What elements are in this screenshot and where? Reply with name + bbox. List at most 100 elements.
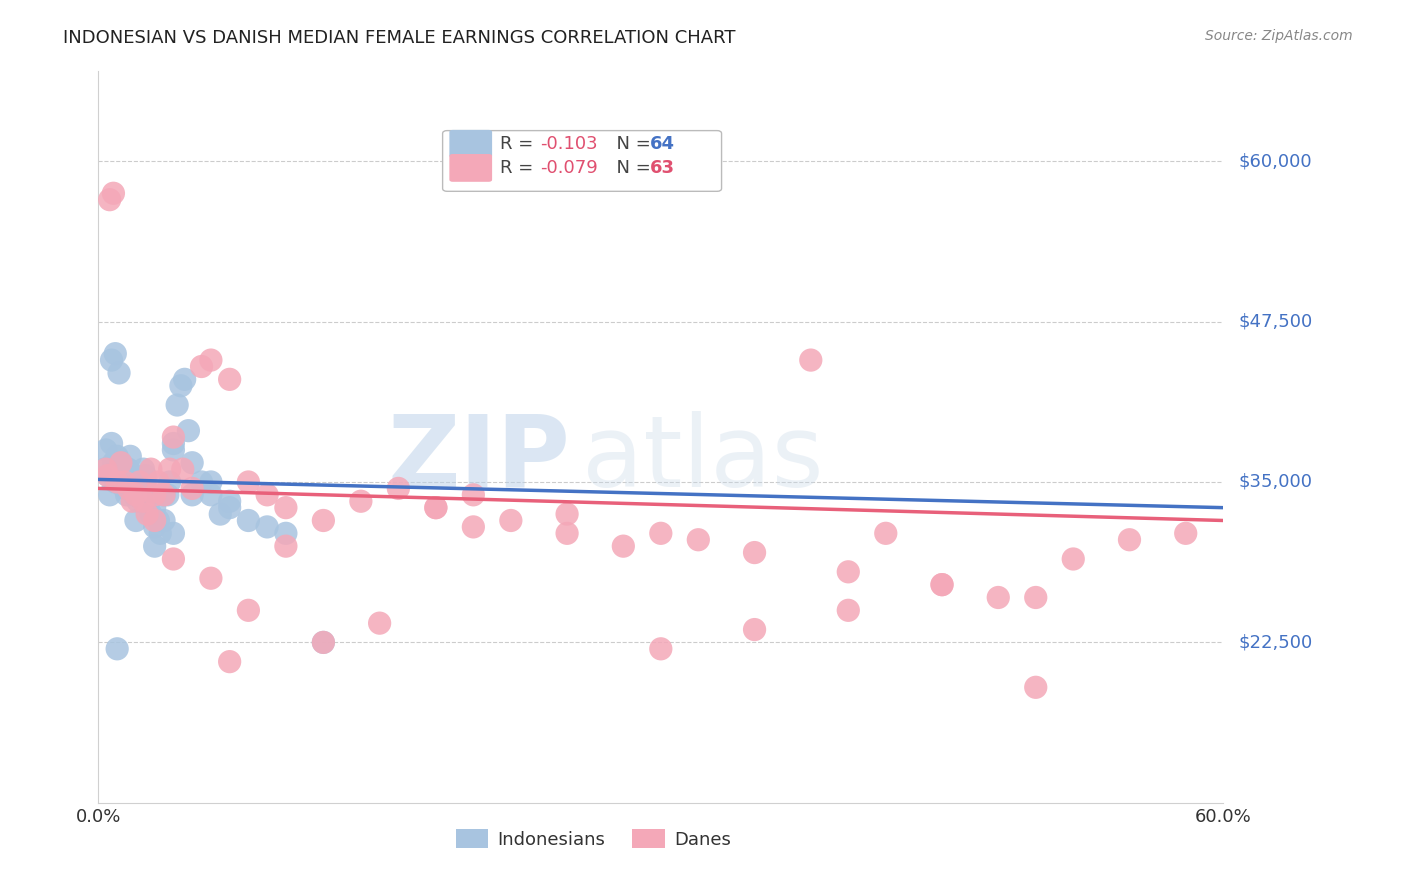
- Point: [94, 462, 117, 476]
- Point: [650, 526, 672, 541]
- Point: [200, 475, 222, 489]
- Point: [162, 442, 184, 457]
- Point: [425, 500, 447, 515]
- Point: [131, 475, 153, 489]
- Point: [108, 462, 131, 476]
- Point: [104, 475, 127, 489]
- Point: [97, 468, 120, 483]
- Point: [148, 475, 170, 489]
- Point: [121, 468, 143, 483]
- Point: [612, 539, 634, 553]
- Text: -0.103: -0.103: [540, 135, 598, 153]
- Point: [170, 378, 193, 392]
- Point: [114, 482, 136, 496]
- Point: [111, 475, 134, 489]
- Point: [555, 507, 578, 521]
- Point: [100, 353, 122, 368]
- Text: N =: N =: [605, 135, 657, 153]
- Point: [159, 475, 181, 489]
- Point: [931, 577, 953, 591]
- Text: R =: R =: [501, 135, 538, 153]
- Point: [162, 552, 184, 566]
- Point: [181, 488, 204, 502]
- Point: [387, 482, 409, 496]
- Point: [238, 603, 260, 617]
- Point: [97, 468, 120, 483]
- Point: [143, 539, 166, 553]
- Point: [350, 494, 373, 508]
- Text: $47,500: $47,500: [1239, 312, 1312, 331]
- Point: [744, 623, 766, 637]
- Point: [110, 456, 132, 470]
- Text: ZIP: ZIP: [388, 410, 571, 508]
- Point: [105, 450, 128, 464]
- Point: [132, 462, 155, 476]
- Point: [111, 475, 134, 489]
- Point: [238, 475, 260, 489]
- Point: [181, 482, 204, 496]
- FancyBboxPatch shape: [443, 130, 721, 191]
- Point: [190, 475, 212, 489]
- Point: [162, 526, 184, 541]
- Point: [218, 372, 240, 386]
- Point: [555, 526, 578, 541]
- Point: [138, 494, 160, 508]
- Point: [104, 346, 127, 360]
- Point: [166, 398, 188, 412]
- Point: [143, 514, 166, 528]
- Point: [153, 488, 176, 502]
- Point: [650, 641, 672, 656]
- Point: [100, 436, 122, 450]
- Text: R =: R =: [501, 159, 538, 177]
- Point: [105, 475, 128, 489]
- Point: [162, 430, 184, 444]
- Point: [837, 565, 859, 579]
- Point: [688, 533, 710, 547]
- Point: [256, 488, 278, 502]
- Text: $22,500: $22,500: [1239, 633, 1312, 651]
- Point: [98, 488, 121, 502]
- Point: [125, 488, 148, 502]
- Point: [136, 488, 159, 502]
- Point: [128, 488, 150, 502]
- Point: [274, 539, 297, 553]
- Point: [1118, 533, 1140, 547]
- Point: [108, 366, 131, 380]
- Point: [200, 488, 222, 502]
- Point: [173, 372, 195, 386]
- Point: [117, 462, 139, 476]
- Text: $35,000: $35,000: [1239, 473, 1312, 491]
- Legend: Indonesians, Danes: Indonesians, Danes: [449, 822, 738, 856]
- Point: [110, 456, 132, 470]
- Point: [143, 488, 166, 502]
- Point: [1062, 552, 1084, 566]
- Point: [274, 500, 297, 515]
- Point: [172, 462, 194, 476]
- Point: [256, 520, 278, 534]
- Point: [132, 494, 155, 508]
- Text: -0.079: -0.079: [540, 159, 598, 177]
- Point: [190, 359, 212, 374]
- Text: $60,000: $60,000: [1239, 153, 1312, 170]
- Point: [987, 591, 1010, 605]
- Point: [153, 488, 176, 502]
- Point: [800, 353, 823, 368]
- Point: [463, 488, 485, 502]
- Point: [499, 514, 522, 528]
- Point: [105, 641, 128, 656]
- Point: [120, 450, 142, 464]
- Point: [312, 635, 335, 649]
- Point: [875, 526, 897, 541]
- Point: [134, 475, 156, 489]
- Text: atlas: atlas: [582, 410, 824, 508]
- Point: [121, 494, 143, 508]
- Point: [209, 507, 232, 521]
- Point: [425, 500, 447, 515]
- Point: [1025, 681, 1047, 695]
- Point: [125, 482, 148, 496]
- Point: [162, 436, 184, 450]
- Point: [218, 500, 240, 515]
- Point: [115, 462, 138, 476]
- Point: [200, 353, 222, 368]
- Point: [218, 494, 240, 508]
